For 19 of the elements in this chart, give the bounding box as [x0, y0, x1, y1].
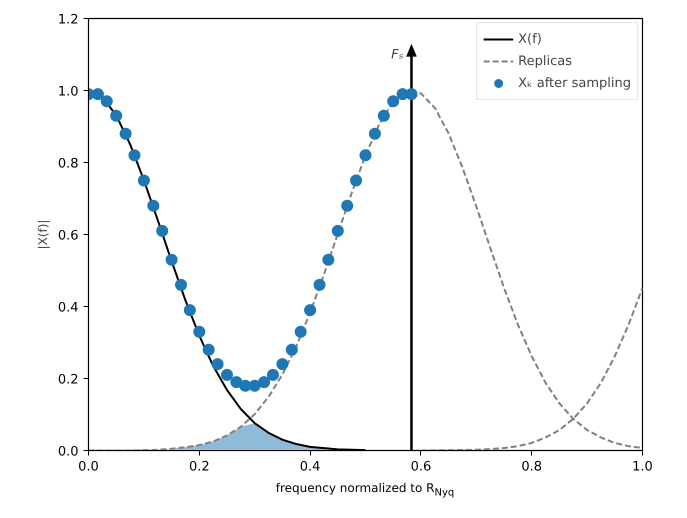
- x-tick-label: 0.2: [188, 460, 210, 474]
- x-axis-title: frequency normalized to R$_{Nyq}$: [274, 480, 456, 500]
- y-tick-label: 0.8: [58, 156, 79, 172]
- y-tick-label: 0.4: [58, 300, 79, 316]
- legend-label: Replicas: [518, 54, 572, 68]
- y-tick-label: 1.0: [58, 84, 79, 100]
- ref-line-label: Fₛ: [391, 47, 404, 62]
- legend-label: X(f): [518, 32, 542, 46]
- x-tick-label: 0.8: [521, 460, 542, 474]
- y-tick-label: 1.2: [58, 12, 79, 28]
- y-tick-label: 0.6: [58, 228, 79, 244]
- x-tick-label: 0.0: [78, 460, 99, 474]
- x-tick-label: 1.0: [632, 460, 653, 474]
- x-tick-label: 0.4: [300, 460, 320, 474]
- legend-label: Xₖ after sampling: [518, 76, 631, 90]
- y-tick-label: 0.0: [58, 444, 79, 460]
- y-tick-label: 0.2: [58, 372, 79, 388]
- y-axis-title: |X(f)|: [36, 220, 50, 250]
- x-tick-label: 0.6: [410, 460, 432, 474]
